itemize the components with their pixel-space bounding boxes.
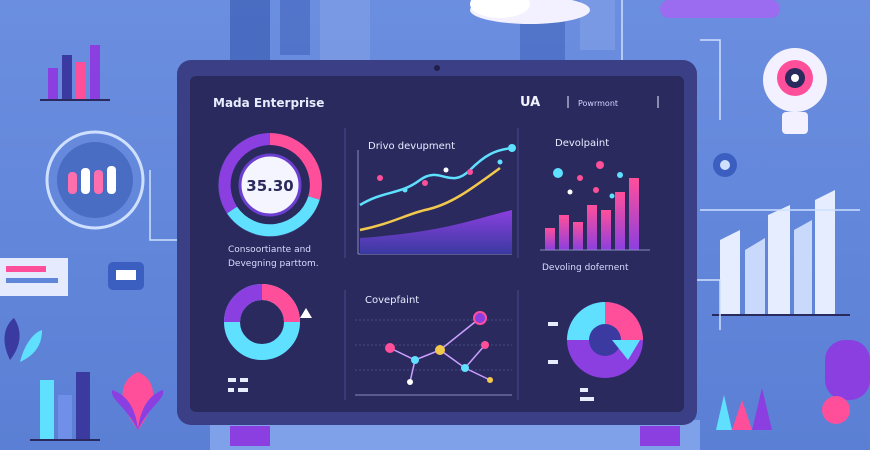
gauge-value: 35.30 [246, 177, 293, 195]
app-title: Mada Enterprise [213, 96, 324, 110]
flower-icon [111, 372, 164, 430]
gauge-caption-line2: Devegning parttom. [228, 259, 319, 269]
decor-bar-chart-top-left [40, 45, 110, 101]
decor-bars-bottom-right [716, 340, 870, 430]
bar-panel-title: Devolpaint [555, 138, 609, 149]
donut-legend [228, 378, 248, 392]
decor-window-left [0, 258, 68, 296]
circuit-lines [149, 0, 860, 330]
lightbulb-icon [763, 48, 827, 134]
pie-legend [548, 322, 594, 401]
pie-chart [567, 302, 643, 378]
bar-scatter-chart [540, 161, 650, 251]
webcam-dot [434, 65, 440, 71]
gauge-widget: 35.30 [218, 133, 322, 237]
network-chart [355, 311, 512, 396]
decor-building-chart-right [712, 190, 850, 316]
network-panel-title: Covepfaint [365, 295, 419, 306]
panel-dividers [344, 128, 519, 400]
plant-icon [4, 318, 42, 362]
donut-chart [224, 284, 312, 360]
decor-pill [660, 0, 780, 18]
gauge-caption-line1: Consoortiante and [228, 245, 311, 255]
header-right-label: Powrmont [578, 99, 618, 108]
decor-ring-left [45, 130, 145, 230]
decor-bar-chart-bottom-left [30, 372, 100, 441]
cloud-icon [470, 0, 590, 24]
gear-icon [713, 153, 737, 177]
city-skyline [230, 0, 615, 70]
chat-bubble-icon [108, 262, 144, 290]
header-ua-label: UA [520, 95, 540, 110]
line-panel-title: Drivo devupment [368, 141, 455, 152]
area-line-chart [357, 144, 516, 255]
bar-panel-caption: Devoling dofernent [542, 263, 629, 273]
